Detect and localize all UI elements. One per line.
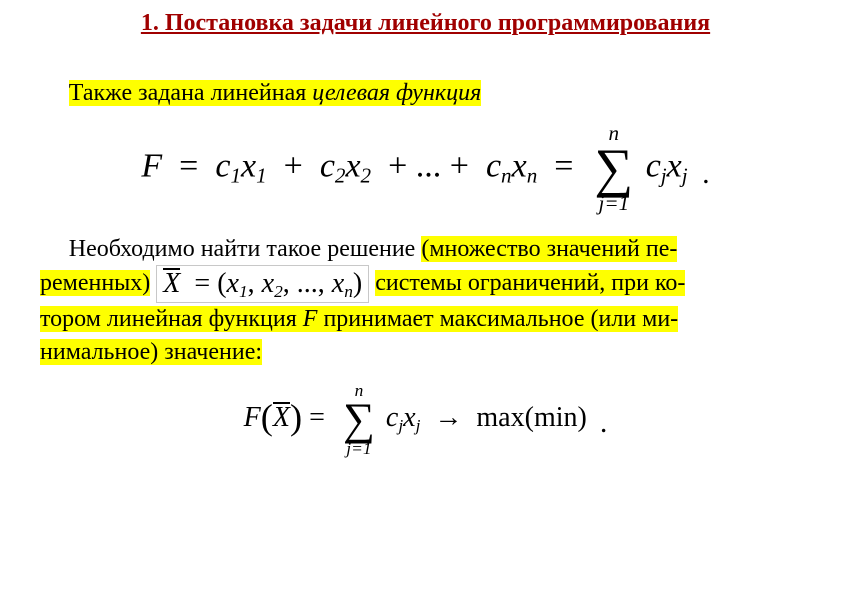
para2-line3: тором линейная функция — [40, 306, 303, 332]
formula-period: . — [702, 157, 710, 190]
slide: 1. Постановка задачи линейного программи… — [0, 0, 851, 495]
formula-optimize: F(X) = n ∑ j=1 cjxj → max(min) . — [40, 382, 811, 457]
sum-symbol: n ∑ j=1 — [594, 123, 633, 214]
formula-objective-expr: F = c1x1 + c2x2 + ... + cnxn = n ∑ j=1 c… — [141, 123, 687, 214]
sum2-lower: j=1 — [343, 440, 375, 457]
formula-optimize-expr: F(X) = n ∑ j=1 cjxj → max(min) — [244, 382, 587, 457]
para2-pre: Необходимо найти такое решение — [69, 236, 422, 262]
maxmin: max(min) — [476, 402, 586, 433]
para2-hl1: (множество значений пе- — [421, 236, 677, 262]
tuple-box: X = (x1, x2, ..., xn) — [156, 265, 369, 303]
paragraph-1: Также задана линейная целевая функция — [40, 77, 811, 109]
sum-lower: j=1 — [594, 193, 633, 214]
para2-line2a: ременных) — [40, 270, 150, 296]
para1-text: Также задана линейная — [69, 80, 312, 106]
para1-italic: целевая функция — [312, 80, 481, 106]
para2-line4: нимальное) значение: — [40, 339, 262, 365]
para2-F: F — [303, 306, 318, 332]
formula2-period: . — [600, 406, 608, 439]
para2-line3b: принимает максимальное (или ми- — [317, 306, 678, 332]
sum-symbol-2: n ∑ j=1 — [343, 382, 375, 457]
slide-title: 1. Постановка задачи линейного программи… — [40, 10, 811, 37]
para2-hl2: системы ограничений, при ко- — [375, 270, 685, 296]
formula-objective: F = c1x1 + c2x2 + ... + cnxn = n ∑ j=1 c… — [40, 123, 811, 214]
paragraph-2: Необходимо найти такое решение (множеств… — [40, 233, 811, 368]
